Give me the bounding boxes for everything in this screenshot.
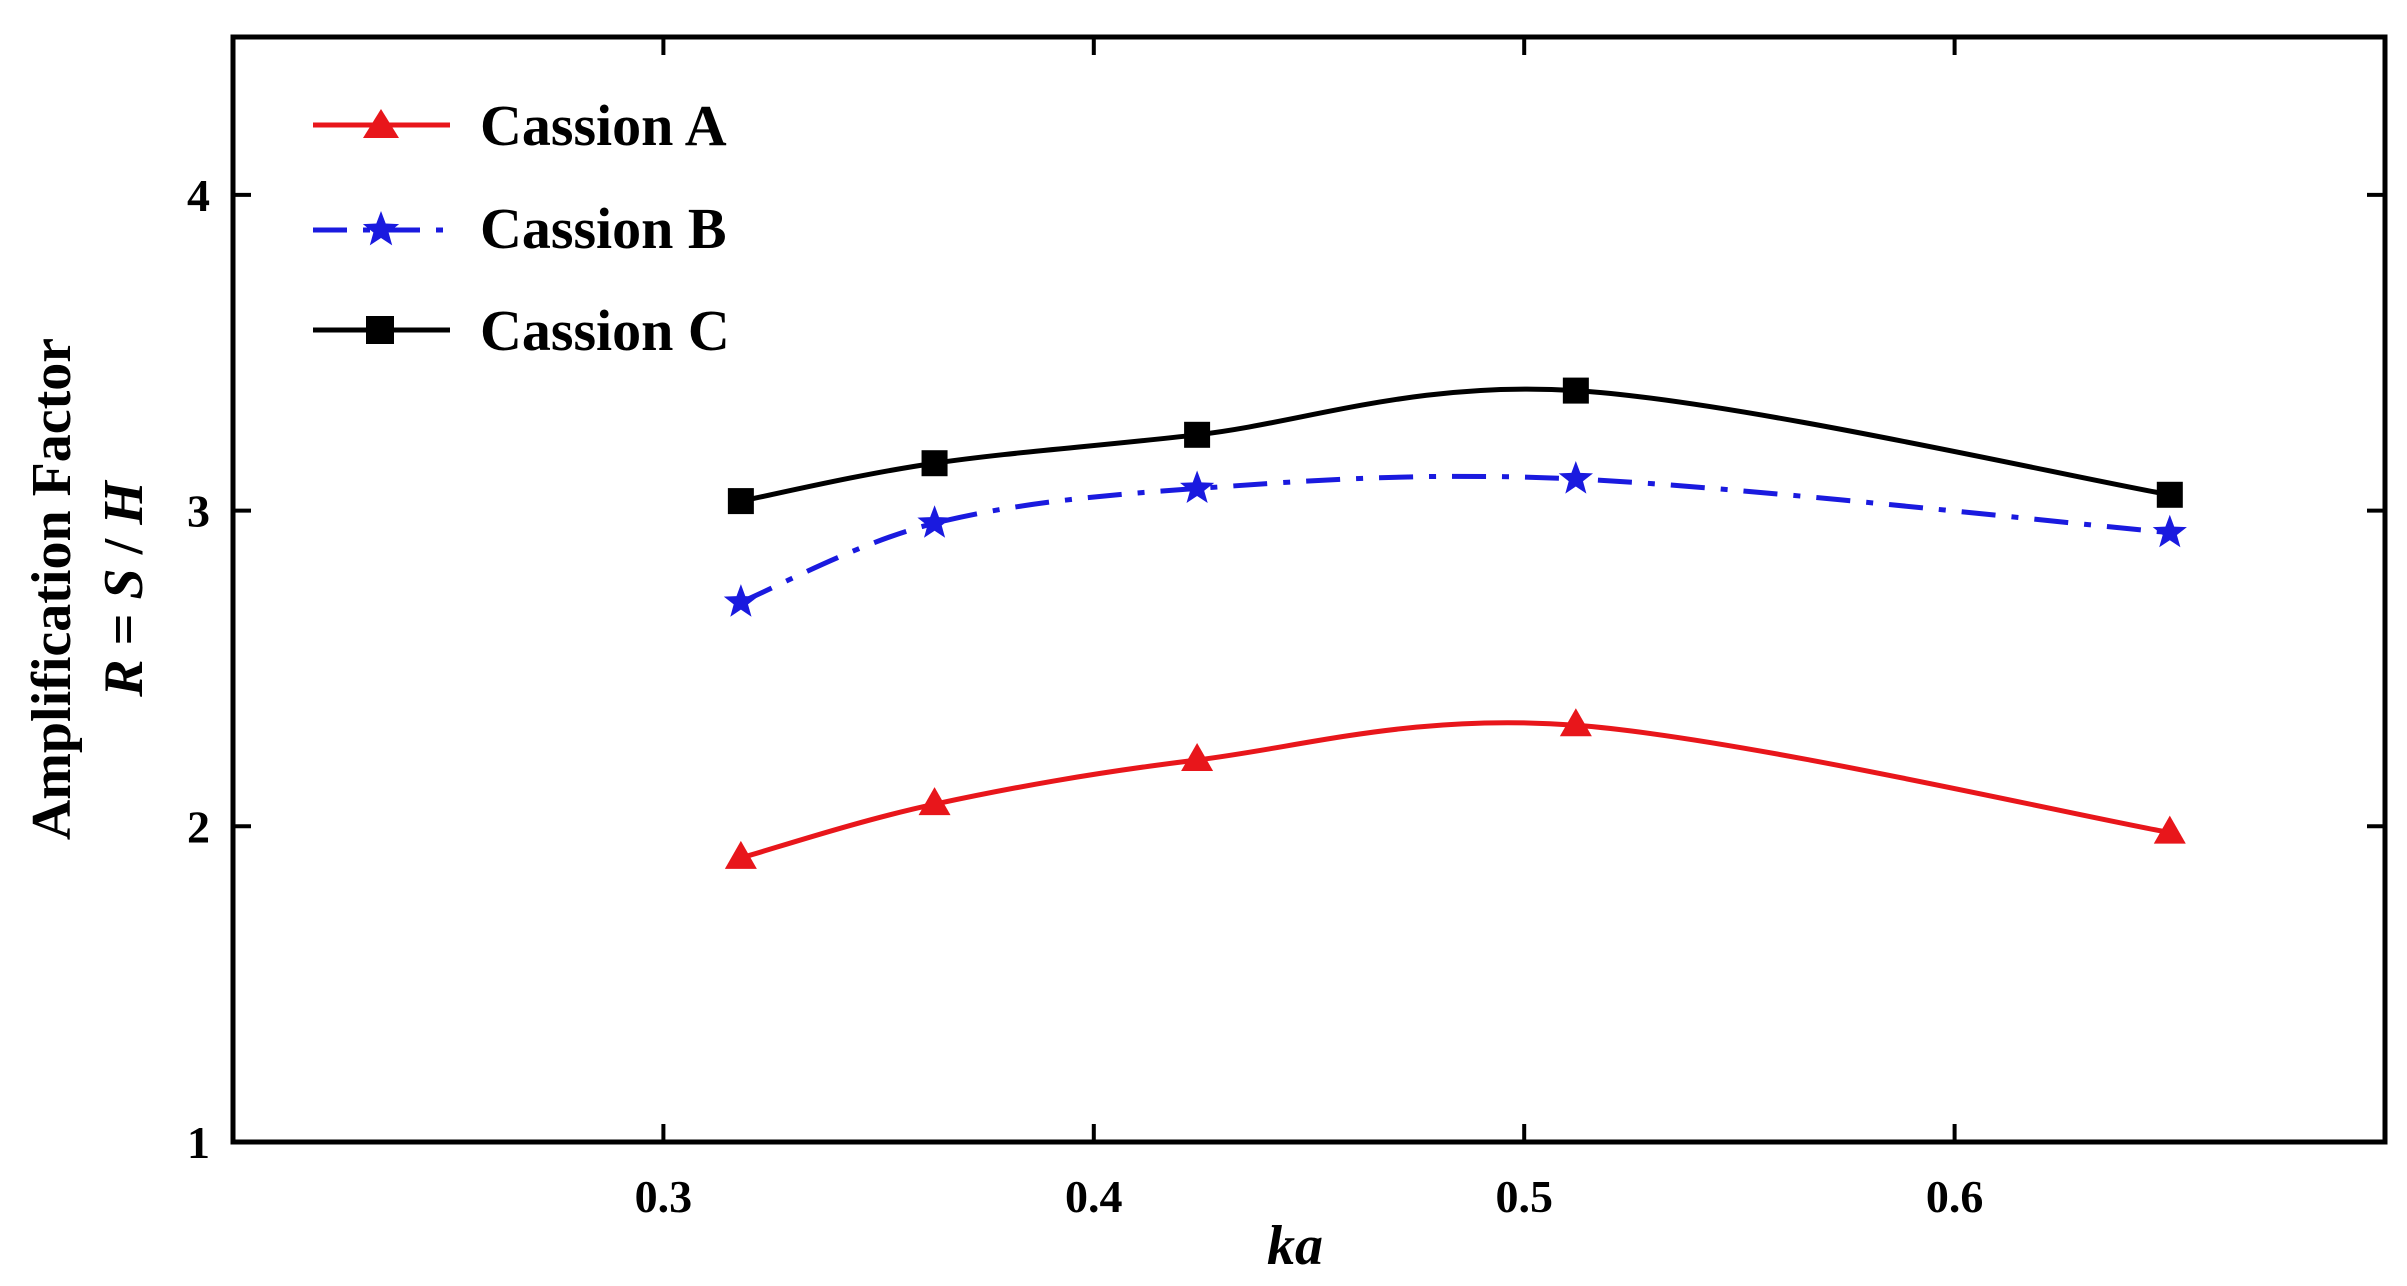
legend-label-a: Cassion A bbox=[480, 93, 727, 158]
data-point-triangle bbox=[1559, 708, 1592, 737]
x-tick-labels: 0.3 0.4 0.5 0.6 bbox=[635, 1171, 1984, 1222]
x-tick-label: 0.6 bbox=[1926, 1171, 1984, 1222]
y-axis-title: Amplification Factor R = S / H bbox=[21, 338, 155, 840]
plot-frame bbox=[230, 34, 2388, 1145]
data-point-triangle bbox=[918, 787, 951, 816]
data-point-square bbox=[1184, 421, 1211, 448]
data-point-star bbox=[723, 584, 758, 617]
data-point-triangle bbox=[2153, 815, 2186, 844]
x-axis-title: ka bbox=[1267, 1215, 1323, 1277]
series-markers bbox=[723, 377, 2187, 869]
data-point-star bbox=[917, 505, 952, 538]
legend-label-c: Cassion C bbox=[480, 298, 730, 363]
y-axis-title-r: R bbox=[93, 659, 155, 697]
data-point-triangle bbox=[1181, 742, 1214, 771]
data-point-square bbox=[727, 488, 754, 515]
x-tick-label: 0.4 bbox=[1065, 1171, 1123, 1222]
legend-marker-square bbox=[366, 316, 394, 344]
y-tick-label: 4 bbox=[187, 170, 210, 221]
y-axis-title-line1: Amplification Factor bbox=[21, 338, 83, 840]
legend-item-cassion-b: Cassion B bbox=[313, 196, 727, 261]
data-point-square bbox=[1562, 377, 1589, 404]
y-axis-title-h: H bbox=[93, 480, 155, 526]
data-point-star bbox=[2152, 514, 2187, 548]
series-lines bbox=[739, 386, 2171, 861]
data-point-star bbox=[1558, 461, 1593, 494]
axis-ticks bbox=[233, 37, 2385, 1144]
series-line-2 bbox=[740, 386, 2171, 504]
x-tick-label: 0.3 bbox=[635, 1171, 693, 1222]
data-point-square bbox=[921, 450, 948, 477]
data-point-square bbox=[2156, 481, 2183, 508]
y-tick-label: 2 bbox=[187, 801, 210, 852]
legend-label-b: Cassion B bbox=[480, 196, 727, 261]
legend-item-cassion-a: Cassion A bbox=[313, 93, 727, 158]
legend-item-cassion-c: Cassion C bbox=[313, 298, 730, 363]
legend-marker-star bbox=[362, 211, 400, 246]
y-tick-label: 1 bbox=[187, 1117, 210, 1168]
x-tick-label: 0.5 bbox=[1495, 1171, 1553, 1222]
data-point-triangle bbox=[724, 840, 757, 869]
y-tick-labels: 1 2 3 4 bbox=[187, 170, 210, 1168]
series-line-1 bbox=[739, 473, 2171, 605]
legend-marker-triangle bbox=[363, 109, 399, 138]
y-axis-title-s: S bbox=[93, 568, 155, 599]
y-axis-title-slash: / bbox=[93, 525, 155, 569]
y-tick-label: 3 bbox=[187, 486, 210, 537]
data-point-star bbox=[1180, 470, 1215, 503]
y-axis-title-equals: = bbox=[93, 600, 155, 660]
series-line-0 bbox=[740, 720, 2171, 861]
legend: Cassion A Cassion B Cassion C bbox=[313, 93, 730, 363]
y-axis-title-line2: R = S / H bbox=[93, 480, 155, 698]
